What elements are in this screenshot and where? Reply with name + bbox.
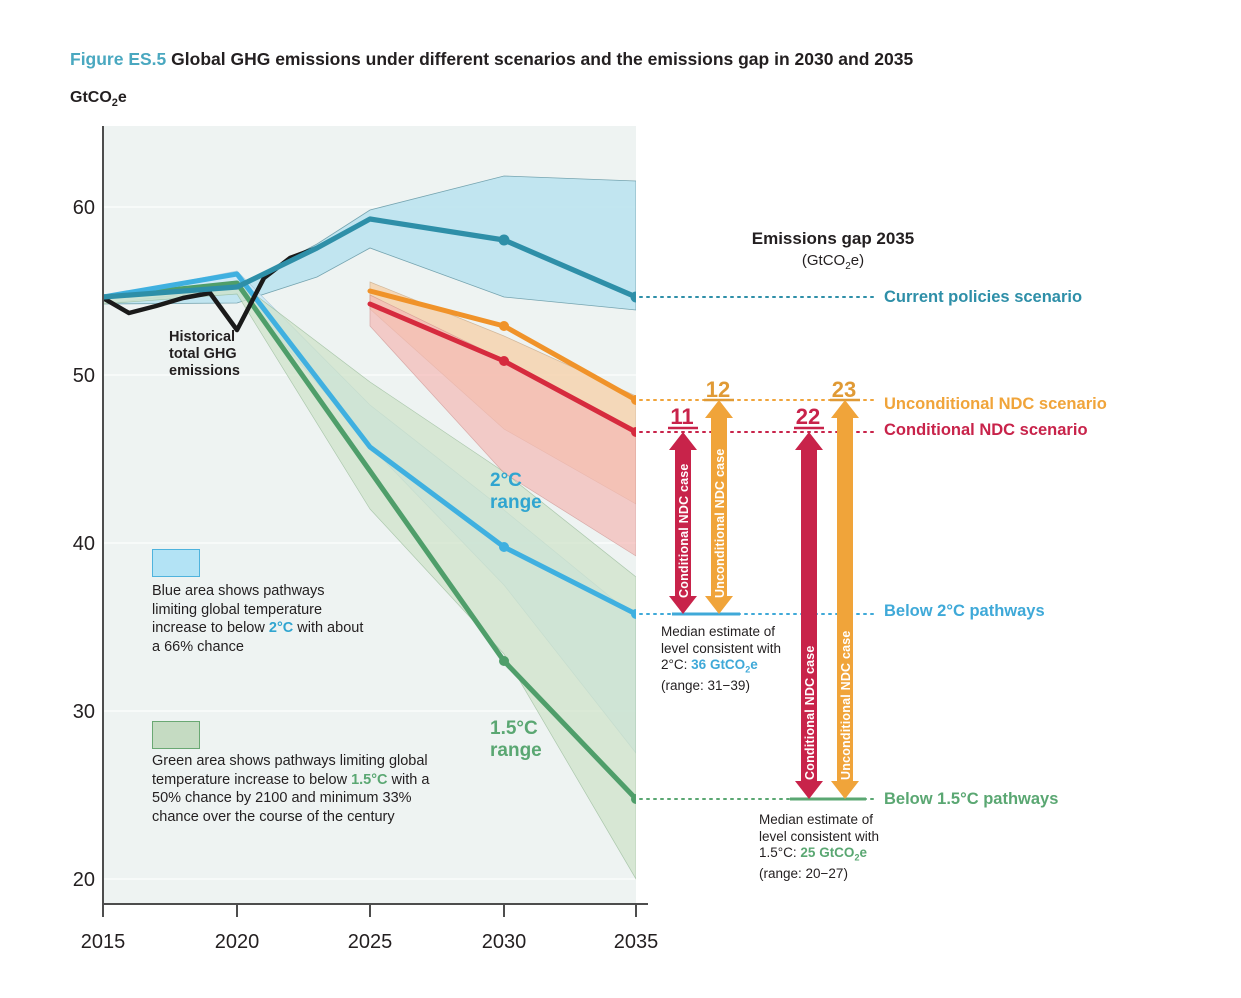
- legend-green-highlight: 1.5°C: [351, 771, 388, 788]
- gap-arrow-15c-conditional[interactable]: [795, 432, 823, 799]
- range-15c-line2: range: [490, 740, 542, 761]
- gap-arrow-caption-2c-conditional: Conditional NDC case: [677, 463, 691, 598]
- legend-swatch-green: [152, 721, 200, 749]
- figure-title: Figure ES.5 Global GHG emissions under d…: [70, 49, 913, 70]
- x-tick-label: 2035: [614, 931, 659, 953]
- figure-number: Figure ES.5: [70, 49, 167, 69]
- range-15c-label: 1.5°C range: [490, 718, 542, 762]
- gap-arrow-2c-unconditional[interactable]: [705, 400, 733, 614]
- unit-main: GtCO: [70, 89, 112, 106]
- gap-arrow-2c-conditional[interactable]: [669, 432, 697, 614]
- median-2c-hl: 36 GtCO: [691, 657, 746, 672]
- legend-text-blue: Blue area shows pathways limiting global…: [152, 582, 367, 656]
- median-15c-l1: Median estimate of: [759, 812, 874, 827]
- legend-blue-post: with about a 66% chance: [152, 620, 364, 655]
- emissions-gap-title: Emissions gap 2035 (GtCO2e): [668, 228, 998, 277]
- gap-sub-pre: (GtCO: [801, 252, 846, 269]
- legend-green-pre: Green area shows pathways limiting globa…: [152, 753, 428, 788]
- legend-blue-highlight: 2°C: [268, 620, 294, 636]
- scenario-label-below-15c[interactable]: Below 1.5°C pathways: [884, 790, 1059, 808]
- legend-blue-pre: Blue area shows pathways limiting global…: [152, 583, 325, 636]
- series-group: [103, 175, 636, 880]
- range-2c-label: 2°C range: [490, 470, 542, 514]
- line-below-2c: [103, 271, 636, 617]
- y-tick-label: 50: [73, 365, 95, 387]
- median-2c-value: 36 GtCO2e: [691, 657, 758, 675]
- line-below-15c: [103, 280, 636, 802]
- x-tick-label: 2025: [348, 931, 393, 953]
- gap-value-15c-unconditional: 23: [831, 377, 857, 402]
- scenario-label-conditional-ndc[interactable]: Conditional NDC scenario: [884, 421, 1088, 439]
- hist-line-1: Historical: [169, 329, 236, 345]
- median-15c-l3-pre: 1.5°C:: [759, 845, 801, 860]
- legend-green-post: with a 50% chance by 2100 and minimum 33…: [152, 771, 430, 825]
- gap-arrow-caption-15c-unconditional: Unconditional NDC case: [839, 630, 853, 780]
- legend-text-green: Green area shows pathways limiting globa…: [152, 752, 452, 826]
- gap-arrow-15c-unconditional[interactable]: [831, 400, 859, 799]
- emissions-gap-subtitle: (GtCO2e): [801, 252, 865, 272]
- median-15c-tail: e: [859, 845, 867, 860]
- median-2c-l3-pre: 2°C:: [661, 657, 692, 672]
- figure-title-text: Global GHG emissions under different sce…: [171, 49, 914, 69]
- historical-emissions-label: Historical total GHG emissions: [169, 329, 240, 380]
- median-2c-l2: level consistent with: [661, 640, 782, 656]
- unit-sub: 2: [111, 97, 118, 110]
- median-2c-tail: e: [750, 657, 758, 672]
- range-2c-line1: 2°C: [490, 470, 522, 491]
- unit-tail: e: [117, 89, 127, 106]
- gap-arrow-caption-2c-unconditional: Unconditional NDC case: [713, 448, 727, 598]
- y-tick-label: 20: [73, 869, 95, 891]
- band-current-policies: [103, 175, 636, 311]
- median-15c-sub: 2: [854, 852, 860, 863]
- legend-swatch-blue: [152, 549, 200, 577]
- emissions-gap-title-text: Emissions gap 2035: [751, 229, 915, 248]
- median-15c-value: 25 GtCO2e: [800, 845, 867, 863]
- median-2c-sub: 2: [745, 664, 751, 675]
- y-tick-label: 30: [73, 701, 95, 723]
- scenario-label-unconditional-ndc[interactable]: Unconditional NDC scenario: [884, 395, 1107, 413]
- median-2c-l1: Median estimate of: [661, 624, 776, 639]
- x-tick-marks: [102, 904, 637, 917]
- median-15c-hl: 25 GtCO: [800, 845, 855, 860]
- x-tick-label: 2030: [482, 931, 527, 953]
- gap-value-15c-conditional: 22: [795, 404, 821, 429]
- range-15c-line1: 1.5°C: [490, 718, 538, 739]
- hist-line-3: emissions: [169, 363, 240, 379]
- y-axis-unit-label: GtCO2e: [70, 89, 127, 109]
- gap-value-2c-unconditional: 12: [705, 377, 731, 402]
- data-point-markers: [498, 234, 636, 804]
- median-note-15c: Median estimate of level consistent with…: [759, 812, 909, 883]
- hist-line-2: total GHG: [169, 346, 237, 362]
- gap-sub-post: e): [850, 252, 865, 269]
- gap-value-2c-conditional: 11: [670, 404, 694, 429]
- scenario-label-current-policies[interactable]: Current policies scenario: [884, 288, 1083, 306]
- y-tick-label: 40: [73, 533, 95, 555]
- y-tick-label: 60: [73, 197, 95, 219]
- x-tick-label: 2020: [215, 931, 260, 953]
- median-15c-l4: (range: 20−27): [759, 866, 848, 882]
- median-2c-l4: (range: 31−39): [661, 678, 750, 694]
- scenario-label-below-2c[interactable]: Below 2°C pathways: [884, 602, 1045, 620]
- x-tick-label: 2015: [81, 931, 126, 953]
- line-current-policies: [103, 216, 636, 300]
- gap-sub-num: 2: [845, 261, 851, 272]
- range-2c-line2: range: [490, 492, 542, 513]
- median-note-2c: Median estimate of level consistent with…: [661, 624, 811, 695]
- median-15c-l2: level consistent with: [759, 828, 880, 844]
